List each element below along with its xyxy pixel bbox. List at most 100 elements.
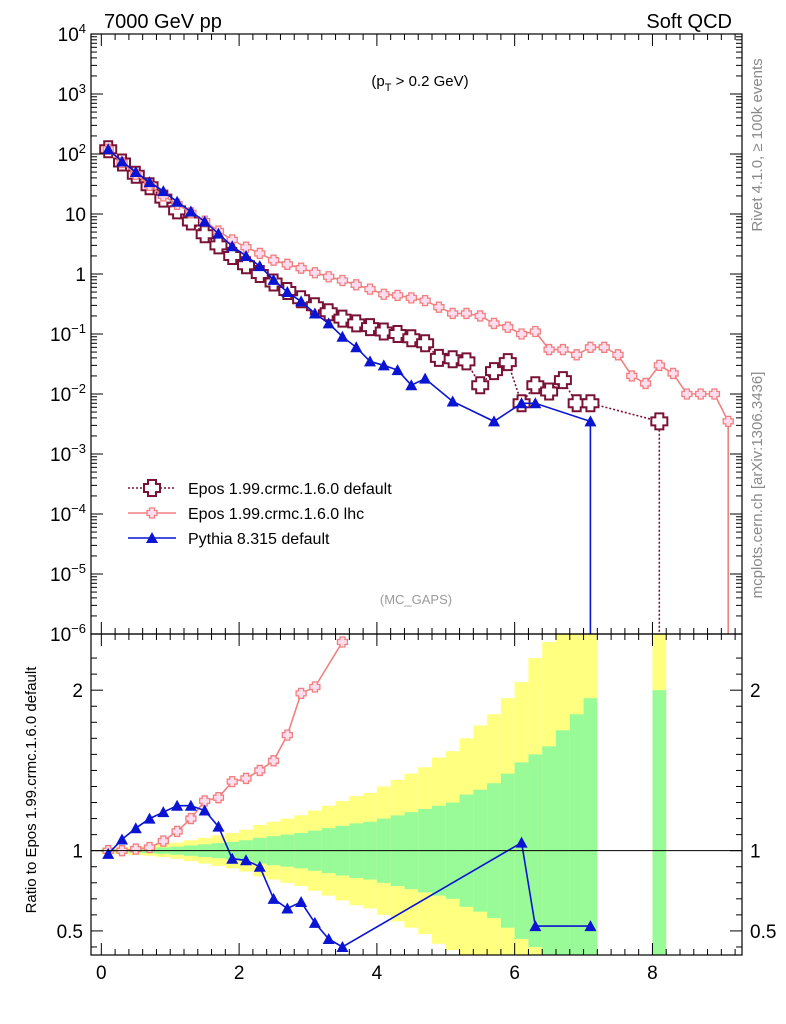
point-pythia [350,341,363,353]
ratio-point-pythia [129,822,142,834]
point-pythia [240,249,252,261]
legend-marker-pythia [146,532,158,543]
point-pythia [529,397,542,409]
point-epos_default [471,376,490,395]
x-tick-label: 8 [647,963,658,984]
ratio-point-epos_lhc [267,755,280,767]
ratio-y-tick-label-right: 1 [750,842,761,863]
point-epos_lhc [529,325,541,338]
ratio-point-pythia [336,940,349,952]
main-y-tick-label: 10−4 [50,501,86,526]
x-tick-label: 0 [96,963,107,984]
point-epos_lhc [281,258,293,270]
ratio-point-epos_lhc [212,792,225,804]
point-epos_lhc [474,310,486,322]
x-tick-label: 4 [372,963,383,984]
main-y-tick-label: 10−2 [50,381,86,406]
legend-marker-epos_lhc [146,507,158,519]
point-epos_default [443,350,462,369]
ratio-point-pythia [226,852,239,864]
point-epos_default [457,352,476,371]
point-epos_lhc [681,388,693,400]
ratio-point-pythia [102,847,115,859]
point-epos_lhc [391,289,404,302]
ratio-point-pythia [157,806,170,818]
point-epos_default [581,394,600,413]
ratio-frame [90,633,743,956]
point-epos_lhc [460,307,473,320]
point-epos_lhc [695,388,707,400]
series-line-pythia [107,148,592,634]
ratio-point-pythia [584,920,597,932]
analysis-tag: (MC_GAPS) [380,592,452,607]
ratio-point-pythia [171,799,184,811]
point-epos_default [498,353,517,372]
point-epos_default [388,325,407,343]
ratio-point-pythia [198,804,211,816]
point-epos_default [416,334,435,353]
point-epos_lhc [598,341,610,353]
point-epos_default [526,376,545,395]
ratio-point-pythia [308,916,321,928]
point-epos_default [319,303,338,322]
point-epos_lhc [433,301,445,313]
band-green-bin [556,730,570,955]
point-pythia [515,397,528,409]
main-y-tick-label: 104 [58,21,86,46]
site-label: mcplots.cern.ch [arXiv:1306.3436] [749,372,766,599]
point-pythia [281,286,294,298]
ratio-point-epos_lhc [199,795,211,807]
ratio-point-pythia [240,854,252,866]
ratio-uncertainty-bands [101,634,667,955]
ratio-point-epos_lhc [130,843,142,855]
x-tick-label: 6 [509,963,520,984]
ratio-point-epos_lhc [336,636,349,648]
point-pythia [405,379,418,391]
point-pythia [322,317,335,329]
pt-cut-sub: T [385,82,392,94]
point-pythia [377,359,390,371]
ratio-point-pythia [116,833,128,845]
point-epos_lhc [557,343,569,356]
legend-label-epos_lhc: Epos 1.99.crmc.1.6.0 lhc [188,506,364,523]
main-series-layer [99,140,734,634]
ratio-point-epos_lhc [254,764,266,777]
pt-cut-annotation: (pT > 0.2 GeV) [371,73,468,94]
point-epos_default [209,236,228,255]
point-pythia [419,372,432,384]
point-pythia [584,415,597,427]
point-epos_lhc [667,367,679,380]
rivet-label: Rivet 4.1.0, ≥ 100k events [749,58,766,231]
band-green-bin [569,714,584,955]
pt-cut-close: > 0.2 GeV) [391,73,468,90]
point-epos_lhc [336,274,349,287]
ratio-point-epos_lhc [143,841,156,854]
band-green-bin [652,690,667,955]
point-epos_default [347,314,366,333]
point-epos_lhc [626,370,638,382]
point-pythia [116,155,128,167]
point-pythia [184,205,197,217]
ratio-point-pythia [295,896,308,908]
point-epos_lhc [639,377,652,390]
point-pythia [364,355,376,367]
point-epos_default [540,382,559,401]
ratio-point-epos_lhc [309,681,321,693]
point-pythia [336,330,349,342]
point-epos_default [650,412,669,431]
point-epos_default [567,394,586,413]
point-epos_lhc [722,415,734,428]
ratio-point-pythia [322,932,335,944]
point-epos_lhc [405,292,417,304]
point-epos_lhc [254,247,266,260]
point-epos_default [223,246,242,265]
ratio-point-pythia [515,836,528,848]
point-pythia [295,295,308,307]
band-green-bin [583,698,598,955]
point-epos_lhc [612,349,624,361]
ratio-y-tick-label: 0.5 [57,922,83,943]
point-pythia [253,260,266,272]
point-pythia [198,215,211,227]
point-pythia [391,364,404,376]
